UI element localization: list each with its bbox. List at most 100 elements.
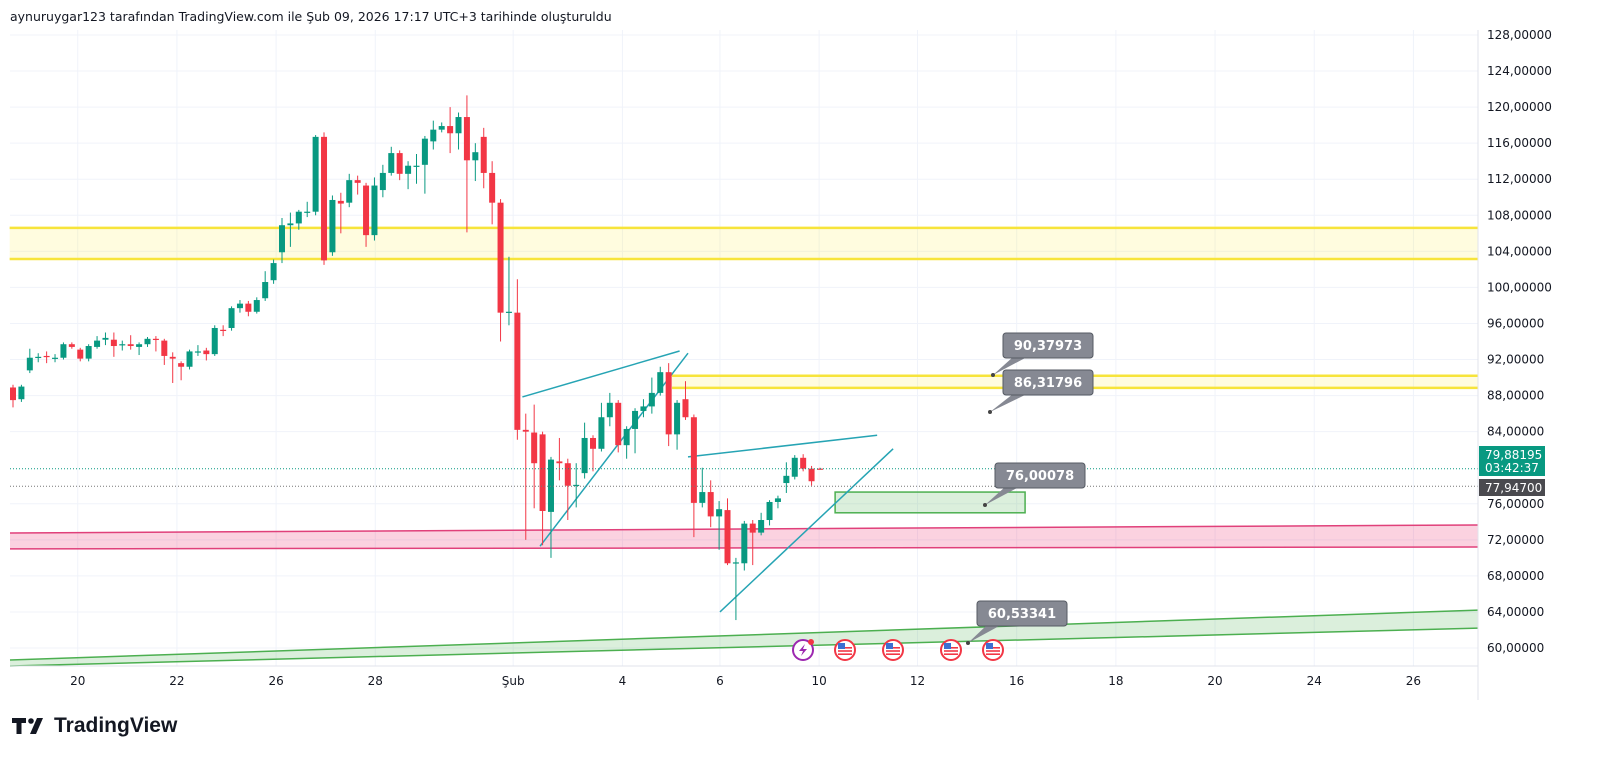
bullish-candle	[270, 259, 277, 284]
bearish-candle	[690, 414, 697, 538]
price-callout[interactable]: 76,00078	[983, 462, 1086, 507]
green-channel-lower-line	[9, 627, 1479, 667]
overlay: 90,37973 86,31796 76,00078 60,53341	[10, 332, 1478, 661]
wedge2-upper-trendline[interactable]	[687, 434, 878, 458]
time-axis-label: 22	[169, 674, 184, 688]
bearish-candle	[564, 458, 571, 521]
candle-body	[236, 303, 243, 309]
callout-label: 90,37973	[1014, 339, 1082, 354]
bearish-candle	[590, 435, 597, 472]
candle-body	[732, 562, 739, 564]
candle-body	[354, 180, 361, 183]
price-axis-label: 108,00000	[1487, 208, 1552, 222]
bullish-candle	[371, 177, 378, 241]
price-callout[interactable]: 86,31796	[988, 369, 1094, 414]
candle-body	[26, 357, 33, 371]
candle-body	[682, 399, 689, 418]
callout-box	[976, 600, 1068, 627]
candle-body	[371, 185, 378, 236]
price-callout[interactable]: 90,37973	[991, 332, 1094, 377]
tradingview-logo[interactable]: TradingView	[12, 714, 177, 738]
candle-body	[791, 457, 798, 477]
time-axis-label: 28	[368, 674, 383, 688]
bearish-candle	[707, 480, 714, 528]
callout-anchor	[983, 503, 987, 507]
candle-body	[741, 523, 748, 564]
us-flag-icon[interactable]	[882, 639, 904, 661]
flag-stripe	[838, 650, 852, 652]
bearish-candle	[489, 161, 496, 225]
flag-canton	[838, 643, 845, 649]
bullish-candle	[421, 135, 428, 194]
bullish-candle	[94, 336, 101, 349]
lightning-icon[interactable]	[792, 639, 814, 661]
bearish-candle	[497, 199, 504, 342]
candle-body	[615, 402, 622, 446]
wedge1-lower-trendline[interactable]	[539, 352, 689, 547]
candle-body	[648, 392, 655, 407]
bearish-candle	[245, 300, 252, 317]
wedge2-lower-trendline[interactable]	[719, 448, 894, 613]
wedge1-upper-trendline[interactable]	[522, 350, 680, 398]
us-flag-icon[interactable]	[834, 639, 856, 661]
candle-body	[43, 355, 50, 358]
us-flag-icon[interactable]	[982, 639, 1004, 661]
candle-body	[52, 357, 59, 359]
bullish-candle	[791, 455, 798, 480]
candle-body	[278, 225, 285, 253]
price-axis-label: 68,00000	[1487, 569, 1544, 583]
bullish-candle	[640, 399, 647, 418]
candle-body	[10, 387, 16, 401]
bullish-candle	[329, 195, 336, 256]
bullish-candle	[295, 209, 302, 230]
price-axis-label: 116,00000	[1487, 136, 1552, 150]
time-axis-label: 16	[1009, 674, 1024, 688]
candle-body	[405, 165, 412, 174]
candle-body	[623, 428, 630, 446]
candle-body	[211, 327, 218, 355]
candle-body	[800, 457, 807, 469]
flag-canton	[886, 643, 893, 649]
price-axis-label: 88,00000	[1487, 389, 1544, 403]
callout-label: 76,00078	[1006, 469, 1074, 484]
candle-body	[438, 126, 445, 130]
candle-body	[363, 185, 370, 236]
candle-body	[707, 492, 714, 517]
bullish-candle	[455, 112, 462, 150]
bullish-candle	[573, 463, 580, 508]
flag-stripe	[944, 653, 958, 655]
candle-body	[522, 429, 529, 432]
bearish-candle	[169, 352, 176, 383]
bullish-candle	[35, 353, 42, 363]
price-axis-label: 124,00000	[1487, 64, 1552, 78]
bullish-candle	[699, 467, 706, 508]
bullish-candle	[287, 212, 294, 247]
candle-body	[35, 356, 42, 359]
candle-body	[573, 484, 580, 487]
price-callout[interactable]: 60,53341	[966, 600, 1068, 645]
price-axis-label: 104,00000	[1487, 244, 1552, 258]
bullish-candle	[774, 495, 781, 509]
time-axis-label: 18	[1108, 674, 1123, 688]
bullish-candle	[211, 325, 218, 356]
bearish-candle	[77, 347, 84, 362]
us-flag-icon[interactable]	[940, 639, 962, 661]
flag-stripe	[986, 653, 1000, 655]
axes: 128,00000 124,00000 120,00000 116,00000 112,…	[10, 28, 1552, 700]
callout-anchor	[991, 373, 995, 377]
candle-body	[287, 223, 294, 226]
bullish-candle	[606, 392, 613, 427]
bullish-candle	[119, 340, 126, 351]
time-axis-label: 24	[1307, 674, 1322, 688]
candle-body	[463, 117, 470, 161]
bullish-candle	[186, 349, 193, 370]
candle-body	[102, 337, 109, 340]
flag-stripe	[986, 650, 1000, 652]
candle-body	[455, 117, 462, 134]
logo-text: TradingView	[54, 714, 178, 737]
candle-body	[590, 437, 597, 449]
bearish-candle	[447, 107, 454, 154]
flag-stripe	[886, 650, 900, 652]
bearish-candle	[321, 132, 328, 265]
